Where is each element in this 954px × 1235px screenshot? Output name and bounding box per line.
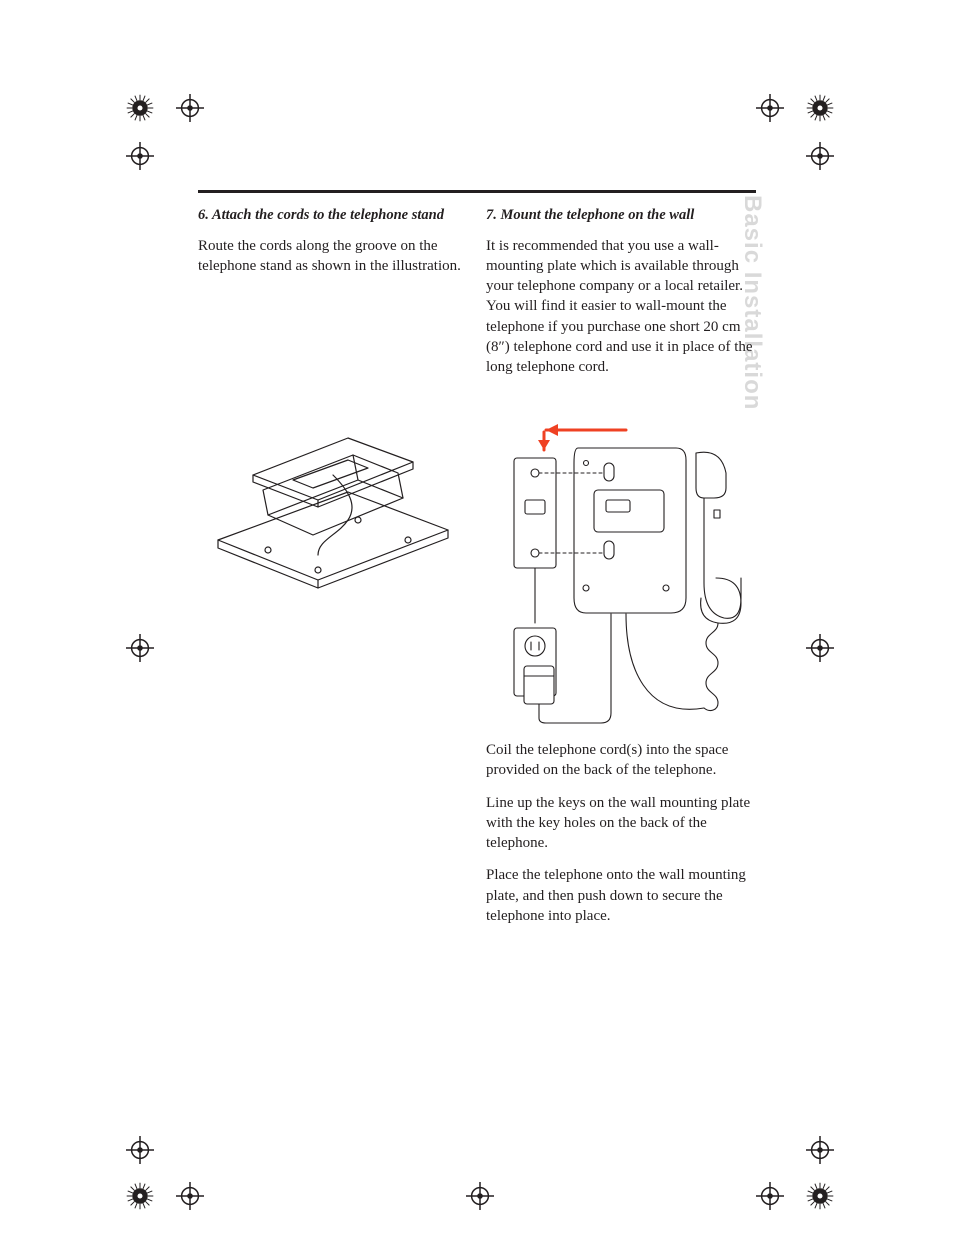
step-7-p1: It is recommended that you use a wall-mo… (486, 236, 756, 378)
crop-mark (802, 1132, 838, 1168)
step-7-title: 7. Mount the telephone on the wall (486, 206, 756, 226)
crop-mark (122, 138, 158, 174)
crop-mark (122, 630, 158, 666)
crop-mark (752, 1178, 788, 1214)
left-column: 6. Attach the cords to the telephone sta… (198, 206, 468, 288)
step-6-p1: Route the cords along the groove on the … (198, 236, 468, 277)
crop-mark (122, 90, 158, 126)
step-7-p4: Place the telephone onto the wall mounti… (486, 865, 756, 926)
crop-mark (172, 90, 208, 126)
top-rule (198, 190, 756, 193)
right-column-lower: Coil the telephone cord(s) into the spac… (486, 740, 756, 938)
step-7-p2: Coil the telephone cord(s) into the spac… (486, 740, 756, 781)
crop-mark (462, 1178, 498, 1214)
illustration-wall-mount (486, 418, 756, 733)
crop-mark (122, 1132, 158, 1168)
right-column: 7. Mount the telephone on the wall It is… (486, 206, 756, 389)
crop-mark (172, 1178, 208, 1214)
crop-mark (802, 630, 838, 666)
crop-mark (802, 90, 838, 126)
crop-mark (752, 90, 788, 126)
illustration-stand (198, 420, 468, 605)
step-6-title: 6. Attach the cords to the telephone sta… (198, 206, 468, 226)
crop-mark (802, 1178, 838, 1214)
crop-mark (122, 1178, 158, 1214)
crop-mark (802, 138, 838, 174)
step-7-p3: Line up the keys on the wall mounting pl… (486, 793, 756, 854)
